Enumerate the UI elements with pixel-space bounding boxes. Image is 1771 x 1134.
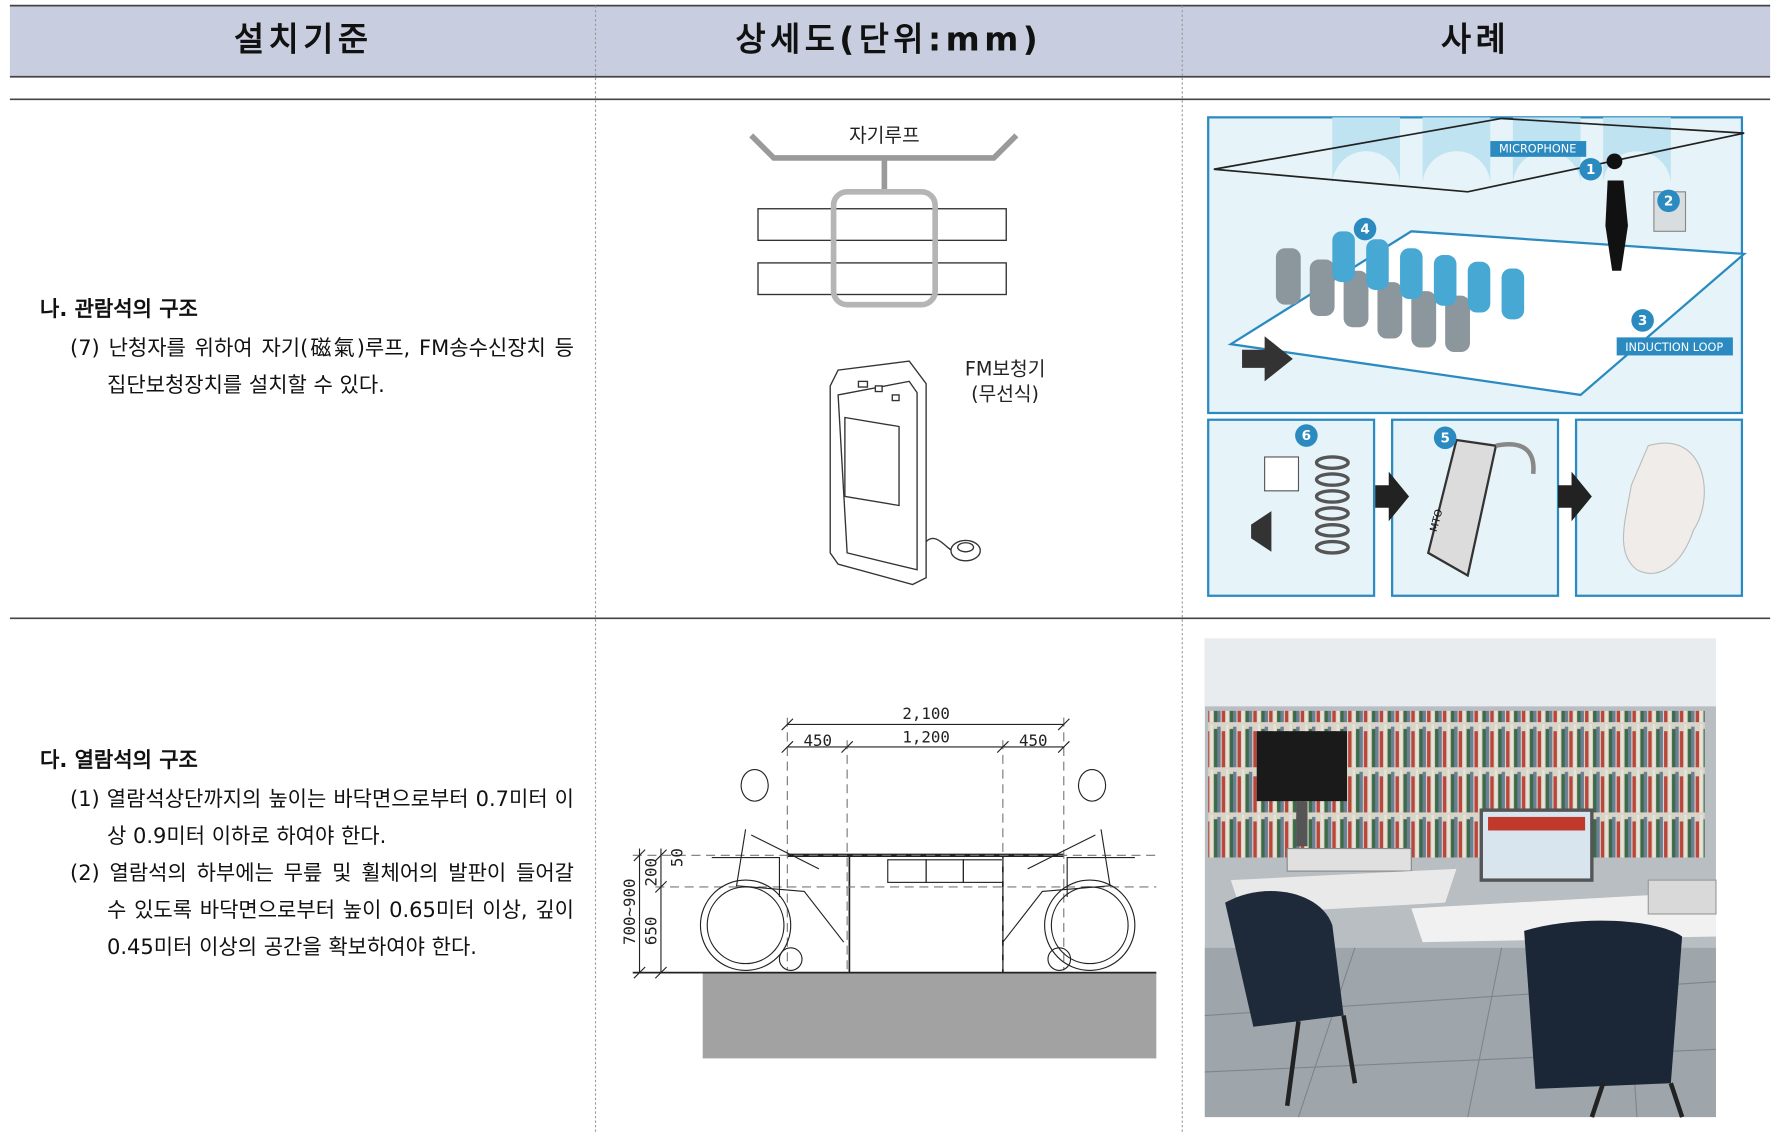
criteria-item: (1) 열람석상단까지의 높이는 바닥면으로부터 0.7미터 이상 0.9미터 … — [70, 787, 574, 848]
diagram-label: FM보청기 — [965, 358, 1045, 381]
marker: 3 — [1638, 313, 1647, 329]
illustration-label: MICROPHONE — [1499, 142, 1576, 155]
criteria-heading: 나. 관람석의 구조 — [40, 297, 198, 321]
dimension-label: 450 — [1019, 731, 1048, 750]
table-diagram — [632, 717, 1157, 1059]
header-cell: 사례 — [1441, 21, 1510, 59]
header-cell: 설치기준 — [234, 21, 372, 59]
dimensions: 2,100 450 1,200 450 700~900 650 200 50 — [620, 704, 1048, 945]
criteria-cell: 다. 열람석의 구조 (1) 열람석상단까지의 높이는 바닥면으로부터 0.7미… — [40, 741, 574, 966]
dimension-label: 50 — [667, 848, 686, 867]
header-band — [9, 5, 1771, 77]
dimension-label: 200 — [641, 858, 660, 887]
criteria-heading: 다. 열람석의 구조 — [40, 748, 198, 772]
criteria-cell: 나. 관람석의 구조 (7) 난청자를 위하여 자기(磁氣)루프, FM송수신장… — [40, 290, 574, 404]
marker: 5 — [1440, 430, 1449, 446]
header-cell: 상세도(단위:mm) — [735, 21, 1042, 59]
marker: 1 — [1586, 162, 1595, 178]
dimension-label: 650 — [641, 917, 660, 946]
marker: 6 — [1302, 428, 1311, 444]
fm-receiver-drawing — [829, 360, 981, 586]
dimension-label: 450 — [804, 731, 833, 750]
illustration-label: INDUCTION LOOP — [1625, 341, 1723, 354]
criteria-item: (2) 열람석의 하부에는 무릎 및 휠체어의 발판이 들어갈 수 있도록 바닥… — [70, 861, 574, 959]
dimension-label: 1,200 — [902, 727, 950, 746]
library-photo — [1204, 638, 1717, 1118]
marker: 4 — [1360, 222, 1369, 238]
dimension-label: 700~900 — [620, 878, 639, 945]
example-illustration — [1207, 116, 1747, 597]
diagram-label: 자기루프 — [849, 124, 920, 147]
loop-diagram — [749, 133, 1019, 308]
criteria-item: (7) 난청자를 위하여 자기(磁氣)루프, FM송수신장치 등 집단보청장치를… — [70, 336, 574, 397]
markers: 1 2 3 4 5 6 — [1295, 157, 1680, 450]
dimension-label: 2,100 — [902, 704, 950, 723]
diagram-label: (무선식) — [971, 383, 1039, 406]
marker: 2 — [1664, 193, 1673, 209]
